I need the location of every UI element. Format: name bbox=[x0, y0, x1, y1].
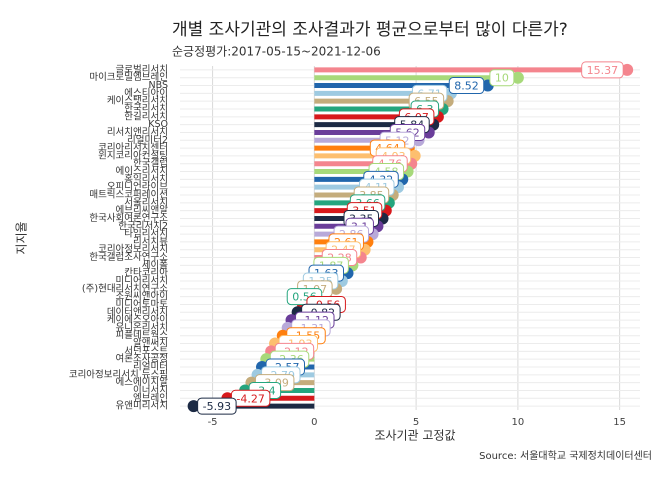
category-label: 여론조사공정 bbox=[116, 353, 168, 365]
bar-end bbox=[621, 63, 634, 76]
category-label: 케이스탯리서치 bbox=[107, 95, 168, 107]
category-label: 리얼미터2 bbox=[127, 135, 168, 146]
category-label: 세이폴 bbox=[142, 260, 168, 271]
category-label: 글로벌리서치 bbox=[116, 63, 168, 75]
value-label-group: 15.37 bbox=[581, 61, 624, 79]
category-label: 한국리서치 bbox=[124, 103, 168, 115]
category-label: 한길리서치 bbox=[124, 110, 168, 122]
category-label: 이너서치 bbox=[133, 384, 168, 396]
category-label: 한국갤럽 bbox=[133, 157, 168, 169]
category-label: 코리아정보리서치 뉴스핌 bbox=[69, 368, 168, 380]
category-label: 데이터앤리서치 bbox=[107, 306, 168, 318]
category-label: (주)현대리서치연구소 bbox=[82, 282, 168, 294]
category-label: 에브리씨앤알 bbox=[116, 205, 169, 216]
category-label: 오피니언라이브 bbox=[107, 181, 168, 193]
y-axis-label: 지지율 bbox=[15, 221, 29, 254]
category-label: 리서치앤리서치 bbox=[107, 126, 168, 138]
category-label: 케이에스오아이 bbox=[107, 315, 168, 326]
x-tick-label: -5 bbox=[208, 417, 218, 428]
category-label: 홍익리서치 bbox=[124, 173, 168, 185]
value-label-group: -4.27 bbox=[230, 389, 271, 407]
category-label: 서울리서치 bbox=[124, 196, 168, 208]
x-tick-label: 5 bbox=[413, 417, 419, 428]
category-label: 한국리서치2 bbox=[118, 220, 168, 232]
value-label: 15.37 bbox=[587, 64, 619, 77]
category-label: 미디어토마토 bbox=[116, 299, 169, 310]
category-label: 마이크로밀엠브레인 bbox=[89, 71, 168, 83]
category-label: 피플네트웍스 bbox=[116, 330, 169, 341]
category-label: 조원씨앤아이 bbox=[116, 291, 168, 302]
category-label: 한국갤럽조사연구소 bbox=[89, 251, 168, 263]
value-label: 8.52 bbox=[454, 80, 479, 93]
category-label: 유앤미리서치 bbox=[116, 400, 168, 412]
category-label: 코리아정보리서치 bbox=[98, 243, 168, 255]
category-label: 미디어리서치 bbox=[116, 275, 168, 287]
value-label-box bbox=[448, 77, 485, 95]
category-label: 알앤써치 bbox=[133, 337, 168, 349]
category-label: 윈지코리아컨설팅 bbox=[98, 150, 168, 161]
source: Source: 서울대학교 국제정치데이터센터 bbox=[479, 450, 652, 462]
category-label: NBS bbox=[149, 80, 169, 91]
value-label-box bbox=[489, 69, 515, 87]
value-label: -4.27 bbox=[236, 392, 264, 405]
category-label: 코리아리서치센터 bbox=[98, 142, 168, 154]
category-label: 리얼미터 bbox=[133, 362, 168, 373]
x-axis-label: 조사기관 고정값 bbox=[374, 429, 455, 443]
x-tick-label: 10 bbox=[512, 417, 525, 428]
value-label-box bbox=[197, 397, 237, 415]
category-label: 매트릭스코퍼레이션 bbox=[89, 189, 168, 201]
value-label: -5.93 bbox=[203, 400, 231, 413]
value-label: 10 bbox=[495, 72, 509, 85]
category-label: 에스티아이 bbox=[124, 88, 168, 99]
x-tick-label: 0 bbox=[311, 417, 317, 428]
category-label: 에이스리서치 bbox=[116, 165, 168, 177]
category-label: 유니온리서치 bbox=[116, 321, 168, 333]
value-label-group: 10 bbox=[489, 69, 515, 87]
value-label-group: -5.93 bbox=[197, 397, 237, 415]
category-label: 서던포스트 bbox=[124, 346, 168, 357]
category-label: KSO bbox=[148, 119, 168, 130]
category-label: 타임리서치 bbox=[124, 228, 168, 240]
category-label: 엠브레인 bbox=[133, 392, 168, 404]
category-label: 한국사회여론연구소 bbox=[89, 212, 168, 224]
bar-end bbox=[511, 71, 524, 84]
bar-end bbox=[187, 400, 200, 413]
category-label: 에스에이치알 bbox=[116, 376, 169, 388]
category-label: 리서치뷰 bbox=[133, 235, 168, 247]
category-label: 칸타코리아 bbox=[124, 268, 168, 279]
chart-title: 개별 조사기관의 조사결과가 평균으로부터 많이 다른가? bbox=[172, 20, 568, 40]
value-label-group: 8.52 bbox=[448, 77, 485, 95]
x-tick-label: 15 bbox=[613, 417, 626, 428]
value-label-box bbox=[581, 61, 624, 79]
chart-subtitle: 순긍정평가:2017-05-15~2021-12-06 bbox=[172, 45, 381, 59]
